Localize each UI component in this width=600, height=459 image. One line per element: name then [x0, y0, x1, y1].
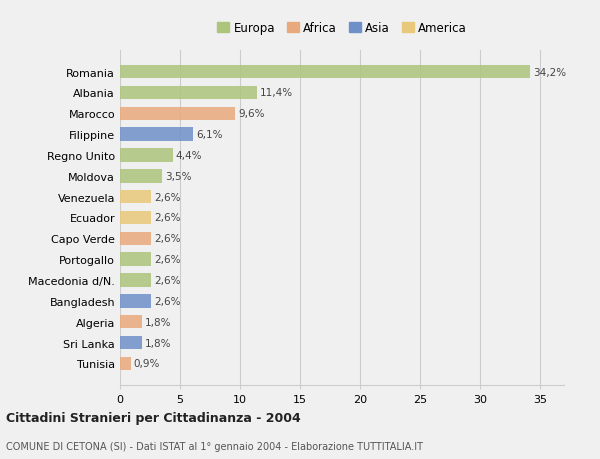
Bar	[120, 315, 142, 329]
Text: 34,2%: 34,2%	[533, 67, 566, 78]
Text: 2,6%: 2,6%	[154, 192, 181, 202]
Text: 9,6%: 9,6%	[238, 109, 265, 119]
Bar	[120, 149, 173, 162]
Text: 6,1%: 6,1%	[196, 130, 223, 140]
Bar	[120, 86, 257, 100]
Bar	[120, 66, 530, 79]
Bar	[120, 253, 151, 266]
Bar	[120, 170, 162, 183]
Text: 2,6%: 2,6%	[154, 213, 181, 223]
Text: COMUNE DI CETONA (SI) - Dati ISTAT al 1° gennaio 2004 - Elaborazione TUTTITALIA.: COMUNE DI CETONA (SI) - Dati ISTAT al 1°…	[6, 441, 423, 451]
Bar	[120, 211, 151, 225]
Text: Cittadini Stranieri per Cittadinanza - 2004: Cittadini Stranieri per Cittadinanza - 2…	[6, 412, 301, 425]
Text: 2,6%: 2,6%	[154, 234, 181, 244]
Bar	[120, 357, 131, 370]
Text: 11,4%: 11,4%	[260, 88, 293, 98]
Bar	[120, 232, 151, 246]
Text: 2,6%: 2,6%	[154, 255, 181, 264]
Bar	[120, 128, 193, 142]
Text: 2,6%: 2,6%	[154, 296, 181, 306]
Bar	[120, 274, 151, 287]
Text: 1,8%: 1,8%	[145, 338, 171, 348]
Text: 0,9%: 0,9%	[134, 358, 160, 369]
Text: 3,5%: 3,5%	[165, 172, 191, 181]
Bar	[120, 107, 235, 121]
Text: 2,6%: 2,6%	[154, 275, 181, 285]
Bar	[120, 190, 151, 204]
Legend: Europa, Africa, Asia, America: Europa, Africa, Asia, America	[215, 20, 470, 37]
Text: 4,4%: 4,4%	[176, 151, 202, 161]
Text: 1,8%: 1,8%	[145, 317, 171, 327]
Bar	[120, 294, 151, 308]
Bar	[120, 336, 142, 350]
